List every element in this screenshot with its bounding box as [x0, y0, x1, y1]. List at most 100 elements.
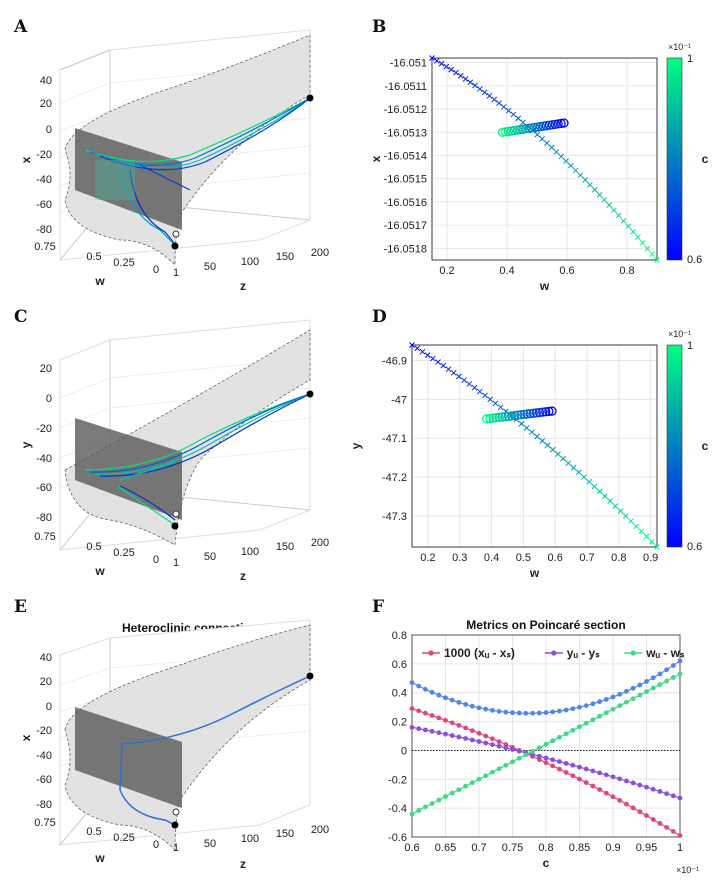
series-point: [449, 720, 455, 726]
series-point: [583, 703, 589, 709]
tick-label: 200: [311, 824, 329, 836]
series-point: [644, 689, 649, 695]
series-point: [590, 783, 596, 789]
series-point: [637, 692, 643, 698]
series-point: [456, 722, 462, 728]
data-point-x: [462, 76, 469, 82]
tick-label: -40: [36, 750, 52, 762]
panel-b-scatter: 0.2 0.4 0.6 0.8 -16.051 -16.0511 -16.0512 -16.0…: [369, 55, 660, 293]
tick-label: -40: [36, 174, 52, 186]
series-point: [597, 699, 602, 705]
series-point: [469, 728, 475, 734]
tick-label: -60: [36, 199, 52, 211]
data-point-x: [555, 451, 561, 457]
tick-label: -80: [36, 224, 52, 236]
panel-e-3d-plot: Heteroclinic connection 40 20 0 -20 -40 …: [19, 619, 329, 871]
data-point-x: [520, 119, 526, 126]
series-point: [644, 679, 649, 684]
tick-label: -40: [36, 453, 52, 465]
tick-label: 100: [241, 546, 259, 558]
equilibrium-dot: [171, 522, 179, 530]
series-point: [563, 707, 569, 713]
series-point: [409, 706, 415, 711]
data-point-x: [581, 474, 587, 480]
series-point: [536, 745, 542, 751]
data-point-circle: [525, 408, 535, 419]
series-point: [530, 748, 535, 754]
tick-label: 0.5: [86, 826, 101, 838]
y-tick-label: -16.0512: [384, 104, 427, 116]
series-point: [516, 755, 522, 761]
data-point-x: [654, 544, 660, 550]
data-point-x: [471, 384, 478, 391]
y-axis-label: x: [369, 155, 383, 162]
series-point: [557, 766, 562, 772]
series-point: [409, 811, 415, 817]
panel-c-3d-plot: 20 0 -20 -40 -60 -80 y 0.75 0.5 0.25 0 1…: [19, 319, 329, 583]
legend-label: 1000 (xᵤ - xₛ): [444, 646, 515, 660]
x-tick-label: 0.65: [435, 842, 456, 854]
tick-label: 40: [40, 75, 52, 87]
data-point-x: [466, 381, 473, 387]
data-point-x: [567, 162, 574, 169]
x-tick-label: 0.9: [643, 552, 658, 564]
data-point-x: [643, 533, 650, 540]
panel-letter-d: D: [372, 307, 387, 327]
legend-label: wᵤ - wₛ: [645, 646, 685, 660]
data-point-x: [477, 86, 483, 92]
tick-label: 0: [46, 701, 52, 713]
series-point: [483, 773, 489, 779]
data-point-x: [558, 153, 565, 160]
data-point-x: [472, 82, 478, 89]
tick-label: 0: [153, 264, 159, 276]
data-point-x: [429, 55, 435, 61]
data-point-x: [553, 149, 560, 155]
tick-label: 50: [204, 838, 216, 850]
data-point-x: [639, 239, 646, 246]
series-point: [577, 764, 582, 770]
series-point: [664, 667, 669, 673]
series-point: [463, 725, 468, 731]
z-axis-label: x: [19, 734, 33, 741]
series-point: [490, 707, 495, 713]
series-point: [409, 680, 415, 686]
series-point: [523, 710, 529, 716]
series-point: [624, 699, 629, 705]
y-tick-label: -16.051: [390, 58, 427, 70]
series-point: [476, 705, 482, 711]
series-point: [456, 787, 462, 793]
series-point: [436, 730, 442, 736]
series-point: [436, 715, 442, 721]
data-point-x: [500, 103, 507, 110]
y-tick-label: -47.3: [382, 511, 407, 523]
data-point-x: [630, 228, 636, 235]
series-point: [610, 706, 616, 712]
equilibrium-dot: [306, 672, 314, 680]
series-point: [456, 699, 462, 705]
series-point: [550, 757, 556, 763]
tick-label: 0.5: [86, 541, 101, 553]
x-tick-label: 0.3: [452, 552, 467, 564]
series-point: [577, 776, 582, 782]
panel-letter-e: E: [14, 597, 27, 617]
series-point: [429, 713, 435, 718]
x-axis-label: w: [539, 279, 550, 293]
data-point-x: [591, 186, 598, 193]
data-point-x: [633, 523, 640, 530]
tick-label: 0.5: [86, 251, 101, 263]
x-tick-label: 0.4: [484, 552, 499, 564]
series-point: [624, 688, 629, 694]
y-tick-label: 0.2: [392, 717, 407, 729]
series-point: [416, 683, 422, 689]
x-axis-label: w: [94, 564, 105, 578]
series-point: [423, 710, 428, 716]
data-point-x: [577, 172, 584, 178]
data-point-x: [467, 79, 474, 86]
data-point-x: [534, 433, 540, 440]
data-point-x: [615, 212, 622, 219]
series-point: [409, 724, 415, 730]
data-point-x: [515, 115, 522, 122]
tick-label: 0: [46, 393, 52, 405]
panel-a-3d-plot: 40 20 0 -20 -40 -60 -80 x 0.75 0.5 0.25 …: [19, 29, 329, 293]
data-point-x: [572, 167, 579, 174]
